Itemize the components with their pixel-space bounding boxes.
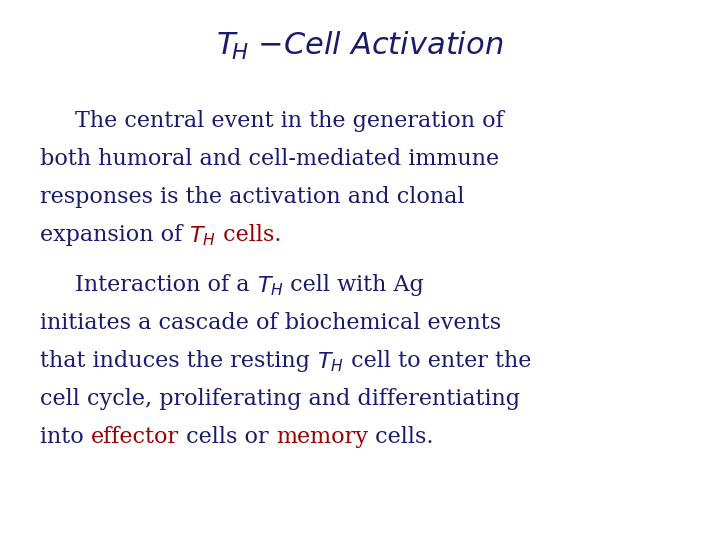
Text: $T_{H}$: $T_{H}$ (256, 274, 284, 298)
Text: cells.: cells. (368, 426, 433, 448)
Text: Interaction of a: Interaction of a (75, 274, 256, 296)
Text: $T_{H}$: $T_{H}$ (317, 350, 344, 374)
Text: cell cycle, proliferating and differentiating: cell cycle, proliferating and differenti… (40, 388, 520, 410)
Text: effector: effector (91, 426, 179, 448)
Text: both humoral and cell-mediated immune: both humoral and cell-mediated immune (40, 148, 499, 170)
Text: cells.: cells. (216, 224, 282, 246)
Text: $\mathit{T}_{\!\mathit{H}}$ $\mathit{-Cell\ Activation}$: $\mathit{T}_{\!\mathit{H}}$ $\mathit{-Ce… (216, 30, 504, 62)
Text: cells or: cells or (179, 426, 276, 448)
Text: The central event in the generation of: The central event in the generation of (75, 110, 504, 132)
Text: initiates a cascade of biochemical events: initiates a cascade of biochemical event… (40, 312, 501, 334)
Text: memory: memory (276, 426, 368, 448)
Text: responses is the activation and clonal: responses is the activation and clonal (40, 186, 464, 208)
Text: that induces the resting: that induces the resting (40, 350, 317, 372)
Text: cell with Ag: cell with Ag (284, 274, 424, 296)
Text: $T_{H}$: $T_{H}$ (189, 224, 216, 248)
Text: cell to enter the: cell to enter the (344, 350, 531, 372)
Text: into: into (40, 426, 91, 448)
Text: expansion of: expansion of (40, 224, 189, 246)
